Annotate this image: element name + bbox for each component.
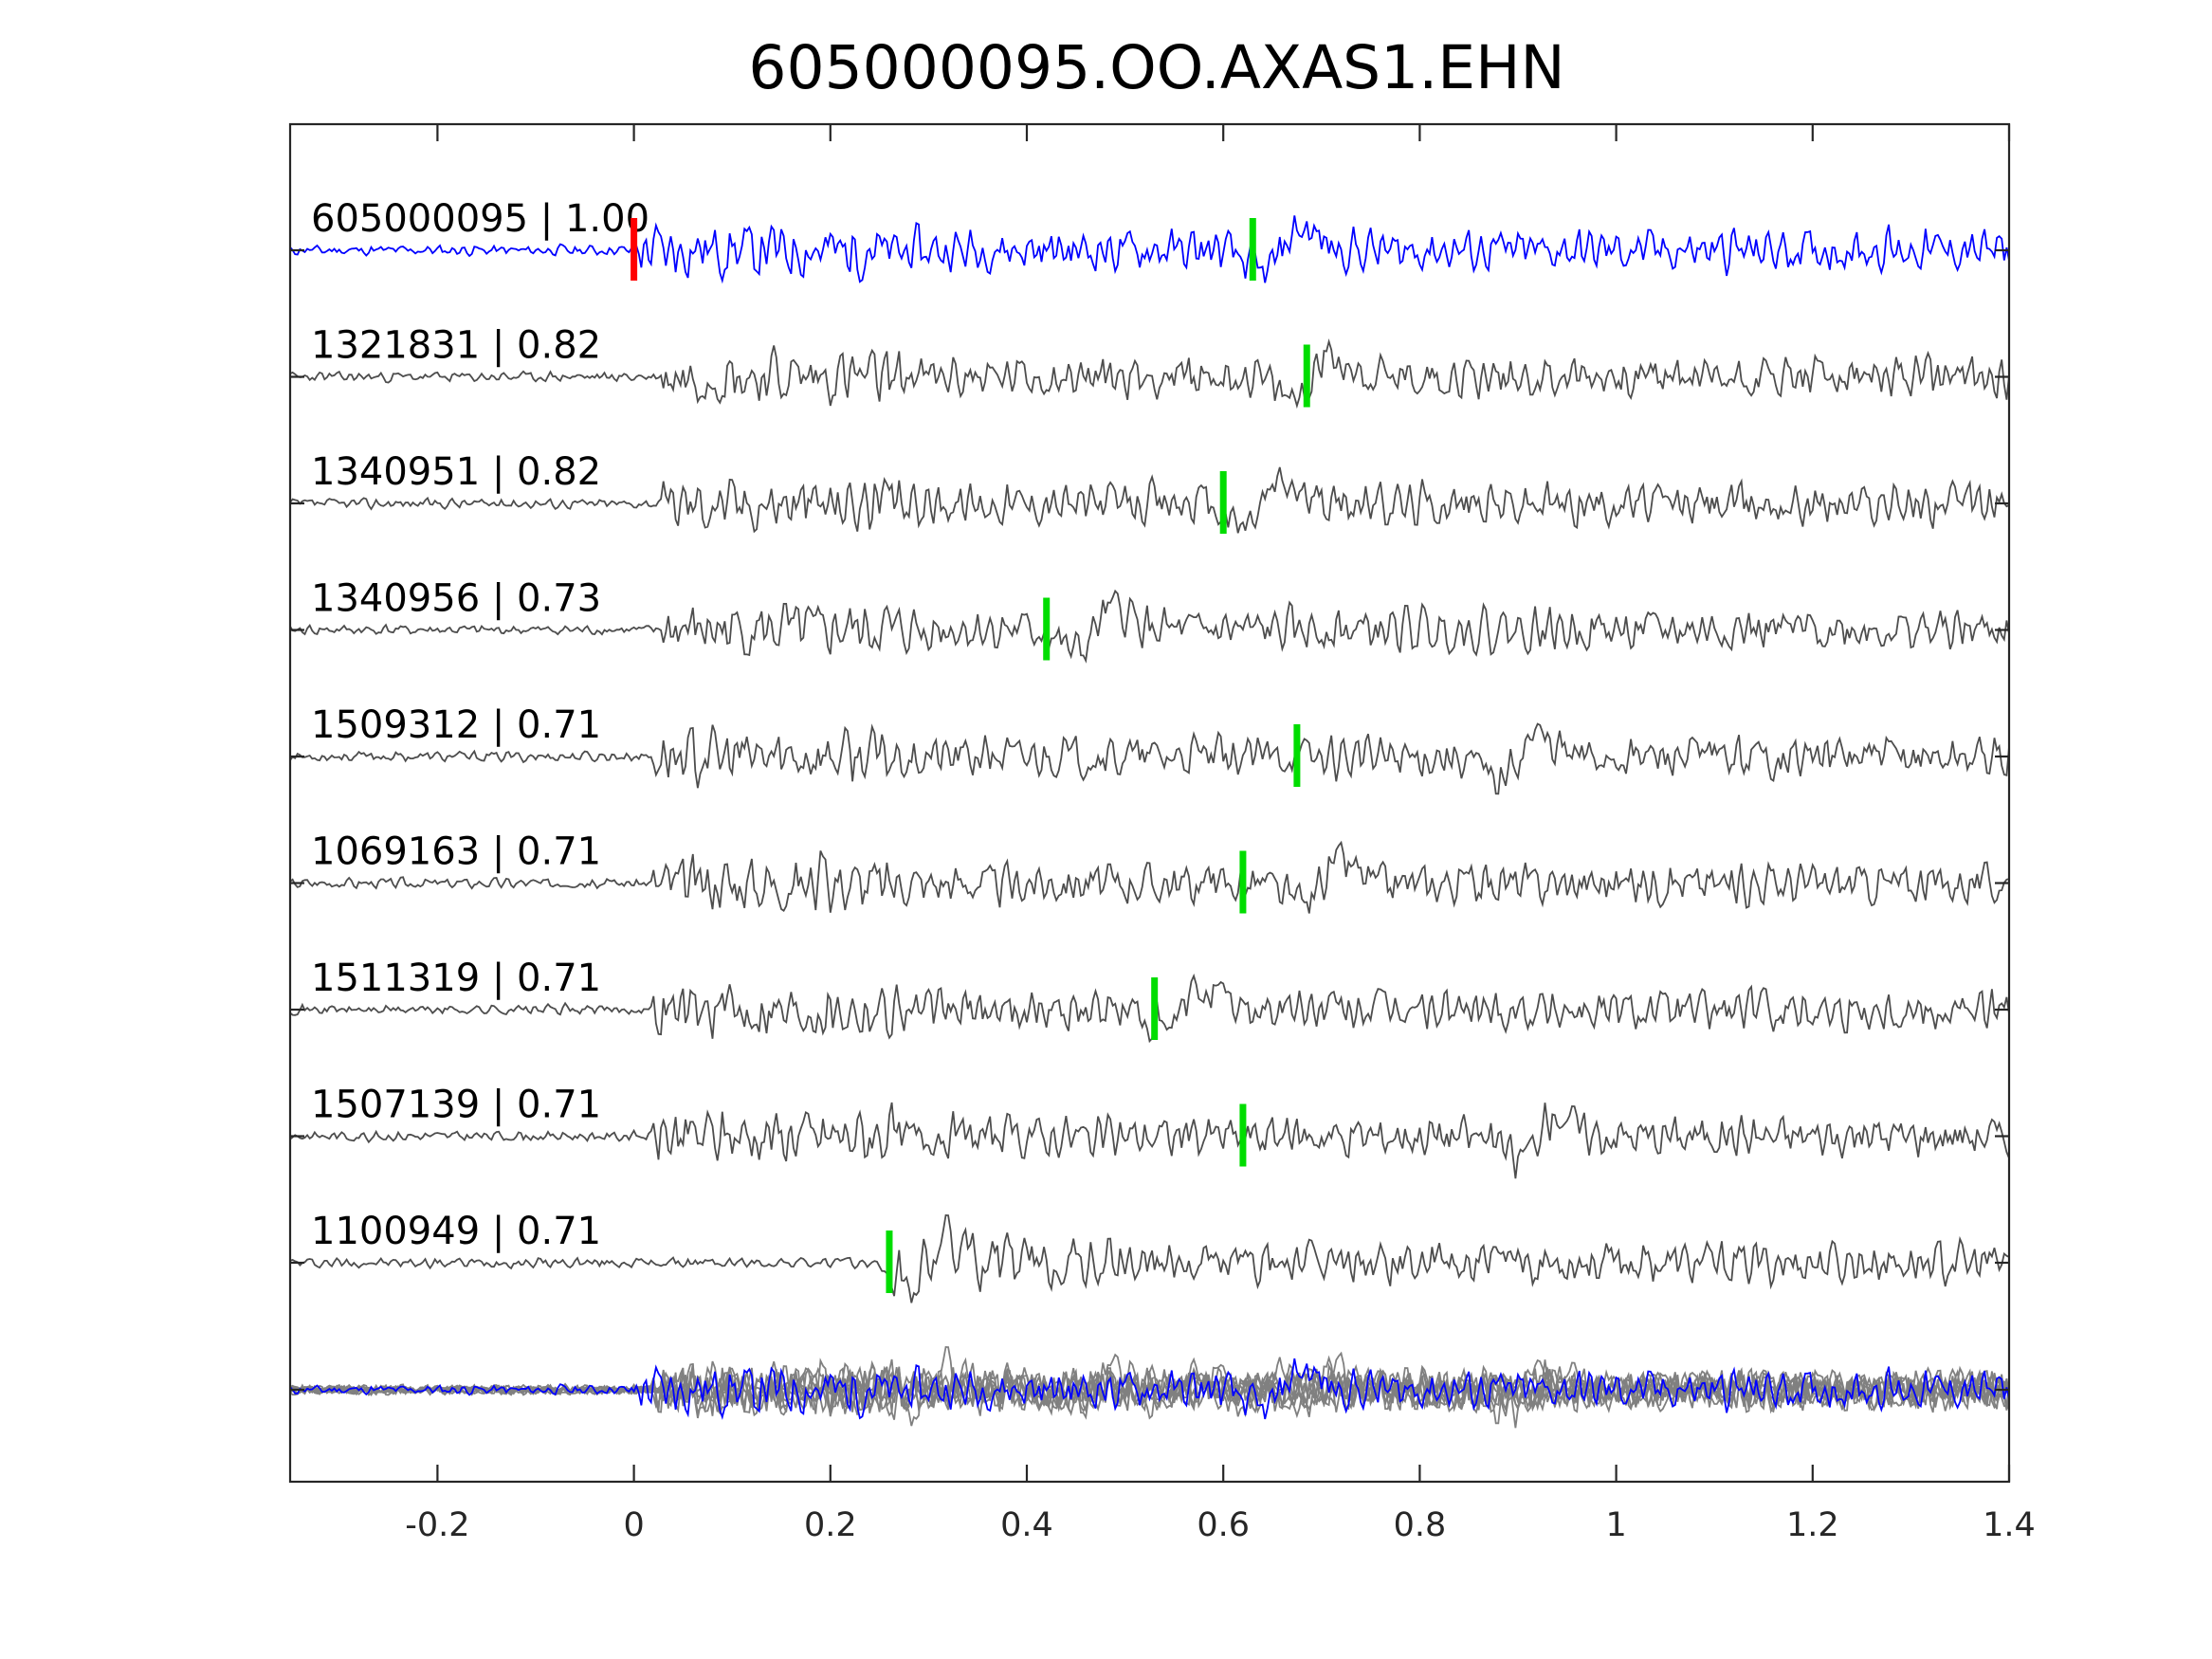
stacked-overlay — [289, 1345, 2010, 1429]
trace-label: 1321831 | 0.82 — [311, 324, 601, 368]
x-tick-label: -0.2 — [405, 1506, 469, 1544]
waveform-1340951 — [289, 466, 2010, 534]
trace-label: 1509312 | 0.71 — [311, 703, 601, 747]
trace-label: 1340956 | 0.73 — [311, 577, 601, 621]
x-tick-label: 1.4 — [1983, 1506, 2036, 1544]
x-tick-label: 0.8 — [1394, 1506, 1447, 1544]
waveform-1509312 — [289, 722, 2010, 795]
stack-waveform-605000095 — [289, 1358, 2010, 1420]
traces-layer: 605000095 | 1.00 1321831 | 0.82 1340951 | … — [289, 197, 2010, 1304]
plot-frame — [288, 122, 2011, 1484]
waveform-1507139 — [289, 1102, 2010, 1179]
waveform-1340956 — [289, 589, 2010, 664]
waveform-1100949 — [289, 1213, 2010, 1304]
x-tick-label: 0.2 — [804, 1506, 857, 1544]
trace-label: 1069163 | 0.71 — [311, 830, 601, 874]
x-tick-label: 1.2 — [1786, 1506, 1839, 1544]
trace-label: 1100949 | 0.71 — [311, 1210, 601, 1253]
trace-label: 1511319 | 0.71 — [311, 957, 601, 1000]
x-tick-label: 1 — [1605, 1506, 1626, 1544]
waveform-1321831 — [289, 338, 2010, 410]
x-axis: -0.2 0 0.2 0.4 0.6 0.8 1 1.2 1.4 — [405, 124, 2036, 1544]
chart-title: 605000095.OO.AXAS1.EHN — [748, 33, 1564, 102]
waveform-1511319 — [289, 973, 2010, 1044]
trace-label: 605000095 | 1.00 — [311, 197, 649, 241]
x-tick-label: 0.6 — [1197, 1506, 1250, 1544]
x-tick-label: 0 — [623, 1506, 644, 1544]
trace-label: 1340951 | 0.82 — [311, 450, 601, 494]
trace-label: 1507139 | 0.71 — [311, 1084, 601, 1127]
waveform-605000095 — [289, 215, 2010, 284]
x-tick-label: 0.4 — [1000, 1506, 1053, 1544]
waveform-1069163 — [289, 840, 2010, 914]
